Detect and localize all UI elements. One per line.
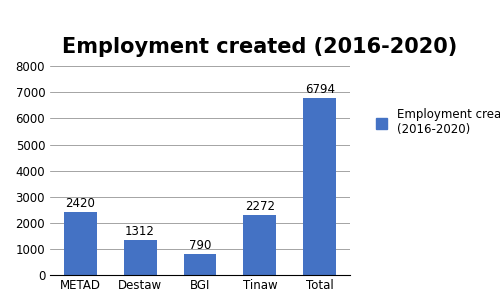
Legend: Employment created
(2016-2020): Employment created (2016-2020) — [371, 103, 500, 141]
Bar — [304, 98, 336, 275]
Text: 1312: 1312 — [125, 225, 155, 238]
Bar — [64, 212, 96, 275]
Text: 6794: 6794 — [305, 83, 335, 96]
Bar — [184, 254, 216, 275]
Bar — [124, 240, 156, 275]
Text: 2420: 2420 — [65, 197, 95, 210]
Text: 2272: 2272 — [245, 200, 275, 213]
Title: Employment created (2016-2020): Employment created (2016-2020) — [62, 37, 458, 57]
Bar — [244, 216, 276, 275]
Text: 790: 790 — [189, 239, 211, 252]
